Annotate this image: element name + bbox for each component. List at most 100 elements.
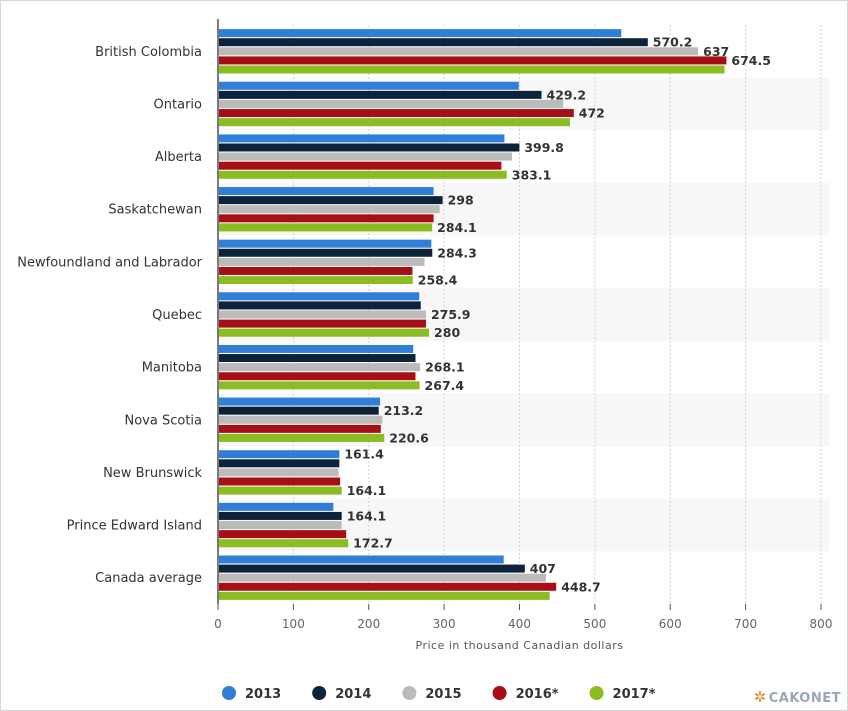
bar	[219, 47, 699, 56]
x-tick-label: 0	[214, 617, 222, 631]
bar	[219, 266, 413, 275]
category-label: Canada average	[95, 571, 202, 586]
bar	[219, 152, 512, 161]
legend-item-label[interactable]: 2013	[245, 687, 281, 702]
category-labels: British Colombia Ontario Alberta Saskatchew…	[17, 45, 202, 586]
bar	[219, 38, 648, 47]
bar	[219, 424, 381, 433]
x-axis-title: Price in thousand Canadian dollars	[416, 639, 624, 652]
data-label: 284.1	[437, 220, 477, 235]
bar	[219, 354, 416, 363]
legend-marker[interactable]	[492, 686, 507, 700]
bar	[219, 582, 557, 591]
data-label: 164.1	[347, 483, 387, 498]
x-axis: 0 100 200 300 400 500 600 700 800	[214, 19, 832, 631]
bar	[219, 372, 416, 381]
x-tick-label: 100	[282, 617, 305, 631]
x-tick-label: 600	[659, 617, 682, 631]
data-label: 268.1	[425, 360, 465, 375]
bar	[219, 118, 571, 127]
bar	[219, 29, 622, 38]
bars	[219, 29, 727, 600]
bar	[219, 363, 421, 372]
data-label: 383.1	[512, 167, 552, 182]
bar	[219, 223, 433, 232]
bar	[219, 214, 434, 223]
x-tick-label: 700	[734, 617, 757, 631]
x-tick-label: 200	[357, 617, 380, 631]
category-label: Ontario	[154, 97, 202, 112]
bar	[219, 433, 385, 442]
bar	[219, 56, 727, 65]
bar	[219, 257, 425, 266]
bar	[219, 319, 427, 328]
bar	[219, 573, 546, 582]
data-label: 164.1	[347, 508, 387, 523]
bar	[219, 292, 420, 301]
x-tick-label: 500	[583, 617, 606, 631]
bar	[219, 81, 519, 90]
bar	[219, 468, 339, 477]
data-label: 407	[530, 561, 556, 576]
bar	[219, 170, 507, 179]
category-label: Newfoundland and Labrador	[17, 255, 202, 270]
legend: 2013 2014 2015 2016* 2017*	[222, 686, 656, 702]
data-label: 448.7	[561, 579, 601, 594]
bar	[219, 502, 334, 511]
bar	[219, 564, 525, 573]
bar	[219, 310, 426, 319]
data-label: 570.2	[653, 35, 693, 50]
watermark: ✲ CAKONET	[754, 688, 841, 706]
bar	[219, 161, 502, 170]
watermark-logo-icon: ✲	[753, 688, 767, 706]
bar	[219, 196, 443, 205]
bar	[219, 205, 440, 214]
legend-item-label[interactable]: 2014	[335, 687, 371, 702]
bar	[219, 591, 550, 600]
category-label: Nova Scotia	[125, 413, 203, 428]
data-label: 399.8	[524, 140, 564, 155]
data-label: 172.7	[353, 536, 393, 551]
data-label: 275.9	[431, 307, 471, 322]
category-label: Manitoba	[142, 361, 202, 376]
legend-item-label[interactable]: 2017*	[613, 687, 656, 702]
category-label: Quebec	[152, 308, 202, 323]
bar	[219, 397, 381, 406]
data-label: 637	[703, 44, 729, 59]
bar	[219, 477, 341, 486]
data-label: 213.2	[384, 403, 424, 418]
category-label: New Brunswick	[103, 466, 202, 481]
bar	[219, 109, 574, 118]
bar	[219, 187, 434, 196]
bar	[219, 239, 432, 248]
bar	[219, 65, 725, 74]
legend-item-label[interactable]: 2016*	[516, 687, 559, 702]
watermark-text: CAKONET	[768, 691, 841, 706]
bar	[219, 530, 347, 539]
bar	[219, 539, 349, 548]
legend-item-label[interactable]: 2015	[425, 687, 461, 702]
legend-marker[interactable]	[222, 686, 236, 700]
bar	[219, 328, 430, 337]
legend-marker[interactable]	[589, 686, 604, 700]
data-label: 284.3	[437, 245, 477, 260]
x-tick-label: 400	[508, 617, 531, 631]
bar	[219, 381, 420, 390]
data-label: 161.4	[344, 447, 384, 462]
bar	[219, 248, 433, 257]
bar	[219, 344, 414, 353]
bar	[219, 143, 520, 152]
data-label: 674.5	[731, 53, 771, 68]
category-label: Saskatchewan	[108, 203, 202, 218]
bar	[219, 415, 383, 424]
data-label: 298	[448, 193, 474, 208]
bar	[219, 555, 504, 564]
data-label: 267.4	[425, 378, 465, 393]
legend-marker[interactable]	[312, 686, 327, 700]
bar	[219, 459, 340, 468]
legend-marker[interactable]	[402, 686, 417, 700]
data-label: 429.2	[547, 87, 587, 102]
